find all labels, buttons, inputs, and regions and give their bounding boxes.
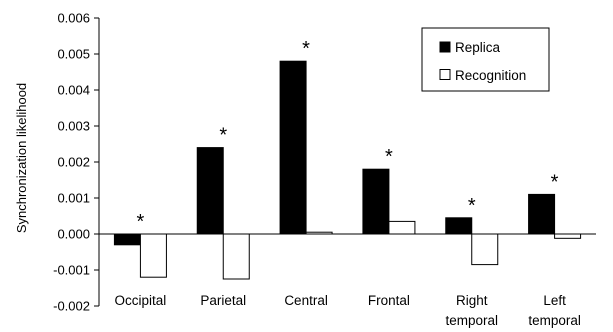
x-category-label: Left [543, 293, 566, 308]
x-category-label: Central [284, 293, 328, 308]
y-tick-label: -0.002 [53, 299, 90, 314]
y-tick-label: 0.006 [57, 11, 90, 26]
bar-recognition-5 [554, 233, 582, 239]
significance-star: * [137, 211, 145, 233]
significance-star: * [302, 38, 310, 60]
significance-star: * [551, 171, 559, 193]
x-category-label: Occipital [115, 293, 167, 308]
significance-markers: * * * * * * [137, 38, 559, 233]
y-axis-ticks: 0.006 0.005 0.004 0.003 0.002 0.001 0.000 -0.00… [53, 11, 99, 314]
significance-star: * [468, 195, 476, 217]
x-category-label: Parietal [200, 293, 246, 308]
legend-swatch-recognition [439, 69, 451, 80]
y-tick-label: -0.001 [53, 263, 90, 278]
legend-label-recognition: Recognition [455, 68, 526, 83]
bar-recognition-1 [222, 233, 250, 280]
bar-recognition-0 [139, 233, 167, 278]
y-axis-label: Synchronization likelihood [14, 83, 29, 233]
legend-label-replica: Replica [455, 40, 501, 55]
bar-replica-0 [113, 233, 141, 246]
legend-box [421, 27, 550, 92]
x-category-label: temporal [528, 313, 581, 328]
legend-swatch-replica [439, 41, 451, 53]
bar-replica-3 [362, 168, 390, 235]
bar-recognition-2 [305, 231, 333, 235]
bar-recognition-4 [471, 233, 499, 266]
y-tick-label: 0.000 [57, 227, 90, 242]
y-tick-label: 0.004 [57, 83, 90, 98]
bar-replica-5 [528, 193, 556, 235]
significance-star: * [219, 125, 227, 147]
bar-recognition-3 [388, 220, 416, 235]
y-tick-label: 0.003 [57, 119, 90, 134]
legend: Replica Recognition [421, 27, 550, 92]
y-tick-label: 0.005 [57, 47, 90, 62]
x-category-label: Frontal [368, 293, 410, 308]
x-axis-category-labels: Occipital Parietal Central Frontal Right temp… [115, 293, 581, 328]
bars-group [113, 60, 582, 280]
significance-star: * [385, 146, 393, 168]
x-category-label: temporal [445, 313, 498, 328]
y-tick-label: 0.001 [57, 191, 90, 206]
x-category-label: Right [456, 293, 488, 308]
bar-replica-1 [196, 147, 224, 235]
bar-replica-4 [445, 217, 473, 235]
bar-replica-2 [279, 60, 307, 235]
y-tick-label: 0.002 [57, 155, 90, 170]
